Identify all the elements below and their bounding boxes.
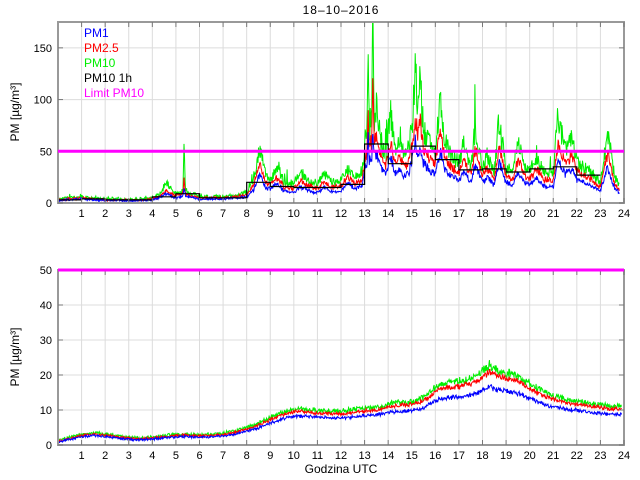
svg-text:150: 150	[34, 43, 52, 55]
svg-text:4: 4	[149, 450, 155, 462]
svg-text:24: 24	[618, 450, 630, 462]
svg-text:14: 14	[382, 208, 394, 220]
svg-text:17: 17	[453, 450, 465, 462]
svg-text:8: 8	[244, 208, 250, 220]
svg-text:22: 22	[571, 450, 583, 462]
svg-text:4: 4	[149, 208, 155, 220]
svg-text:13: 13	[358, 208, 370, 220]
svg-text:21: 21	[547, 208, 559, 220]
svg-text:19: 19	[500, 208, 512, 220]
svg-text:2: 2	[102, 450, 108, 462]
svg-text:0: 0	[46, 198, 52, 210]
svg-text:3: 3	[126, 208, 132, 220]
svg-text:21: 21	[547, 450, 559, 462]
series-pm10	[58, 22, 620, 203]
svg-text:13: 13	[358, 450, 370, 462]
svg-text:24: 24	[618, 208, 630, 220]
svg-text:1: 1	[79, 450, 85, 462]
tick-marks	[58, 22, 625, 204]
svg-text:6: 6	[196, 450, 202, 462]
legend-item-pm1: PM1	[84, 26, 109, 40]
svg-text:15: 15	[406, 450, 418, 462]
legend-item-limit-pm10: Limit PM10	[84, 86, 145, 100]
bottom-y-axis-label: PM [µg/m³]	[8, 327, 22, 387]
svg-text:6: 6	[196, 208, 202, 220]
svg-text:9: 9	[267, 450, 273, 462]
svg-text:23: 23	[594, 208, 606, 220]
svg-text:15: 15	[406, 208, 418, 220]
svg-text:5: 5	[173, 208, 179, 220]
svg-text:5: 5	[173, 450, 179, 462]
svg-text:12: 12	[335, 208, 347, 220]
svg-text:3: 3	[126, 450, 132, 462]
svg-text:10: 10	[288, 208, 300, 220]
series-pm10-1h	[58, 143, 601, 201]
svg-text:18: 18	[476, 208, 488, 220]
svg-text:12: 12	[335, 450, 347, 462]
svg-text:100: 100	[34, 95, 52, 107]
legend-item-pm10-1h: PM10 1h	[84, 71, 133, 85]
chart-top: 1 2 3 4 5 6 7 8 9 10 11 12 13 14 15 16 17 18 19 20 21 22 23 240…	[34, 21, 630, 220]
svg-text:9: 9	[267, 208, 273, 220]
svg-text:10: 10	[288, 450, 300, 462]
svg-text:18: 18	[476, 450, 488, 462]
legend: PM1 PM2.5 PM10 PM10 1h Limit PM10	[84, 26, 144, 101]
svg-text:0: 0	[46, 440, 52, 452]
top-y-axis-label: PM [µg/m³]	[8, 82, 22, 142]
svg-text:10: 10	[40, 405, 52, 417]
tick-labels: 1 2 3 4 5 6 7 8 9 10 11 12 13 14 15 16 17 18 19 20 21 22 23 240…	[40, 265, 630, 462]
svg-text:1: 1	[79, 208, 85, 220]
svg-text:20: 20	[524, 450, 536, 462]
svg-text:30: 30	[40, 335, 52, 347]
svg-text:17: 17	[453, 208, 465, 220]
series-pm1	[58, 132, 620, 203]
svg-text:8: 8	[244, 450, 250, 462]
chart-title: 18–10–2016	[302, 3, 380, 17]
svg-text:7: 7	[220, 208, 226, 220]
legend-item-pm25: PM2.5	[84, 41, 119, 55]
svg-text:16: 16	[429, 208, 441, 220]
x-axis-label: Godzina UTC	[304, 462, 378, 476]
tick-labels: 1 2 3 4 5 6 7 8 9 10 11 12 13 14 15 16 17 18 19 20 21 22 23 240…	[34, 43, 630, 220]
svg-text:22: 22	[571, 208, 583, 220]
svg-text:50: 50	[40, 265, 52, 277]
svg-text:7: 7	[220, 450, 226, 462]
svg-text:23: 23	[594, 450, 606, 462]
legend-item-pm10: PM10	[84, 56, 116, 70]
svg-text:40: 40	[40, 300, 52, 312]
svg-text:2: 2	[102, 208, 108, 220]
svg-text:20: 20	[524, 208, 536, 220]
svg-text:19: 19	[500, 450, 512, 462]
gridlines	[58, 270, 624, 445]
svg-text:50: 50	[40, 146, 52, 158]
svg-text:14: 14	[382, 450, 394, 462]
series-pm2-5	[58, 369, 622, 444]
series-pm1	[58, 384, 623, 444]
svg-text:11: 11	[312, 208, 323, 220]
svg-text:11: 11	[312, 450, 323, 462]
svg-text:20: 20	[40, 370, 52, 382]
svg-text:16: 16	[429, 450, 441, 462]
chart-bottom: 1 2 3 4 5 6 7 8 9 10 11 12 13 14 15 16 17 18 19 20 21 22 23 240…	[40, 265, 630, 462]
